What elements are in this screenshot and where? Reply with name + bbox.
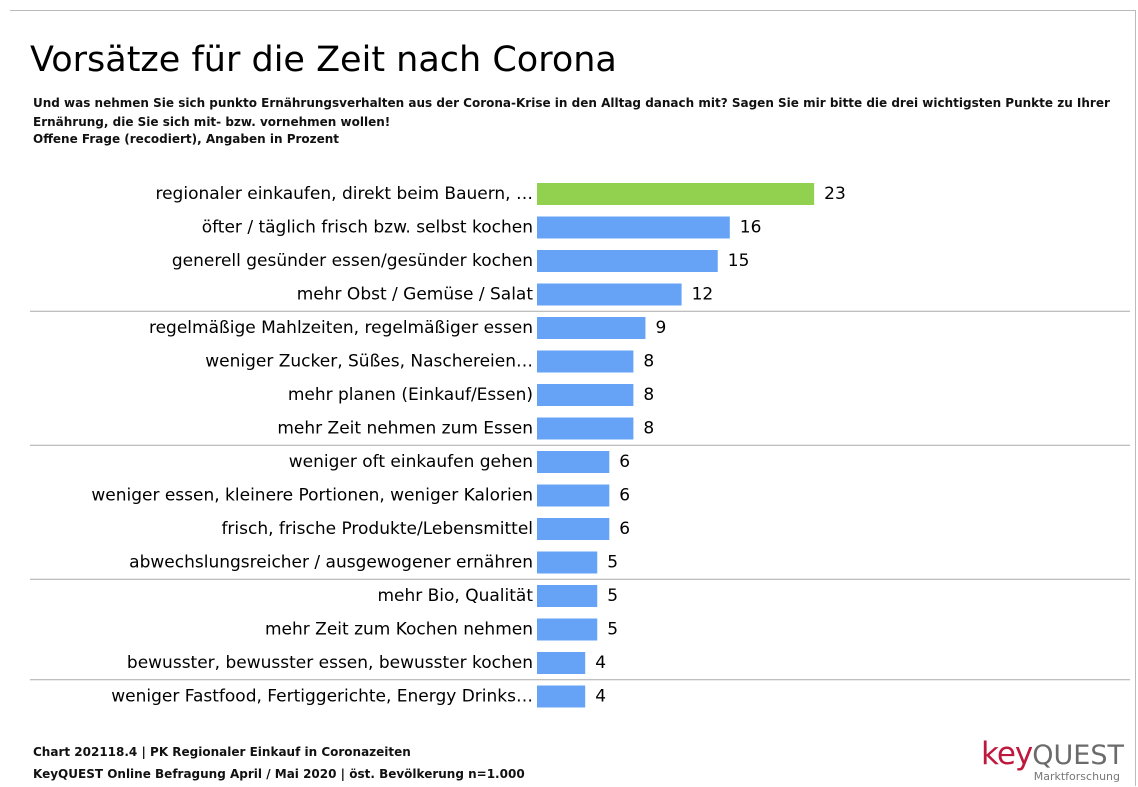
footer: KeyQUEST Online Befragung April / Mai 20… (33, 767, 525, 781)
bar (537, 618, 598, 641)
bar (537, 585, 598, 607)
category-label: mehr Zeit nehmen zum Essen (277, 419, 533, 439)
category-label: frisch, frische Produkte/Lebensmittel (221, 519, 533, 539)
bar (537, 317, 646, 339)
category-label: öfter / täglich frisch bzw. selbst koche… (202, 218, 533, 238)
bar (537, 417, 634, 440)
bar (537, 685, 586, 708)
value-label: 5 (607, 586, 618, 606)
subtitle: Und was nehmen Sie sich punkto Ernährung… (33, 96, 1110, 129)
category-label: weniger oft einkaufen gehen (289, 452, 533, 472)
logo-quest: QUEST (1032, 740, 1124, 771)
bar (537, 652, 586, 674)
value-label: 4 (595, 687, 606, 707)
value-label: 8 (643, 352, 654, 372)
note: Offene Frage (recodiert), Angaben in Pro… (33, 132, 340, 146)
category-label: generell gesünder essen/gesünder kochen (172, 251, 533, 271)
bar (537, 216, 730, 239)
category-label: weniger essen, kleinere Portionen, wenig… (91, 486, 533, 506)
category-label: regionaler einkaufen, direkt beim Bauern… (155, 184, 533, 204)
value-label: 8 (643, 419, 654, 439)
category-label: bewusster, bewusster essen, bewusster ko… (127, 653, 533, 673)
category-label: regelmäßige Mahlzeiten, regelmäßiger ess… (149, 318, 533, 338)
bar (537, 283, 682, 306)
value-label: 5 (607, 553, 618, 573)
bar (537, 183, 815, 205)
category-label: abwechslungsreicher / ausgewogener ernäh… (129, 553, 533, 573)
value-label: 6 (619, 486, 630, 506)
value-label: 12 (692, 285, 714, 305)
logo: keyQUEST Marktforschung (981, 736, 1124, 783)
value-label: 23 (824, 184, 846, 204)
logo-key: key (981, 736, 1033, 772)
category-label: weniger Zucker, Süßes, Naschereien… (205, 352, 533, 372)
bar (537, 384, 634, 406)
category-label: mehr Bio, Qualität (377, 586, 533, 606)
category-label: mehr Obst / Gemüse / Salat (297, 285, 534, 305)
category-label: weniger Fastfood, Fertiggerichte, Energy… (111, 687, 533, 707)
value-label: 6 (619, 452, 630, 472)
value-label: 16 (740, 218, 762, 238)
logo-tagline: Marktforschung (1033, 770, 1120, 783)
bar (537, 451, 610, 473)
frame (10, 10, 1136, 786)
value-label: 8 (643, 385, 654, 405)
value-label: 4 (595, 653, 606, 673)
footer: Chart 202118.4 | PK Regionaler Einkauf i… (33, 745, 411, 759)
chart-title: Vorsätze für die Zeit nach Corona (30, 40, 617, 80)
category-label: mehr planen (Einkauf/Essen) (288, 385, 533, 405)
bar (537, 484, 610, 507)
bar (537, 350, 634, 373)
value-label: 5 (607, 620, 618, 640)
bar (537, 250, 718, 272)
bar (537, 551, 598, 574)
value-label: 6 (619, 519, 630, 539)
value-label: 15 (728, 251, 750, 271)
value-label: 9 (655, 318, 666, 338)
bar (537, 518, 610, 540)
category-label: mehr Zeit zum Kochen nehmen (265, 620, 533, 640)
